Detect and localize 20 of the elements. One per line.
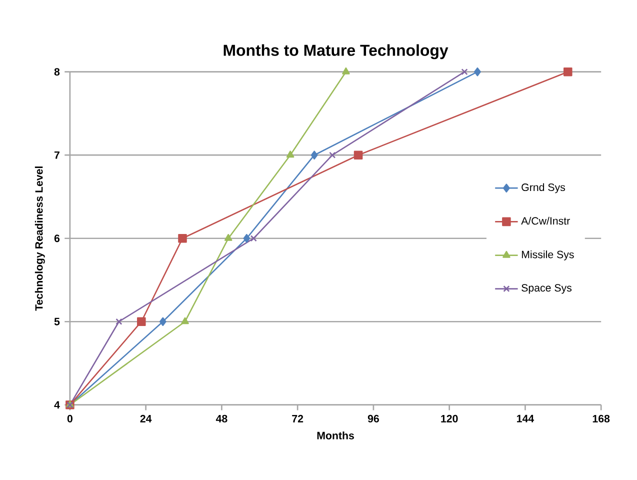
x-tick-label: 144 bbox=[517, 415, 534, 422]
x-axis-title: Months bbox=[317, 432, 354, 440]
x-tick-label: 48 bbox=[216, 415, 228, 423]
legend-label: Grnd Sys bbox=[522, 183, 566, 194]
y-tick-label: 5 bbox=[54, 318, 60, 326]
y-tick-label: 8 bbox=[54, 68, 60, 76]
y-tick-label: 4 bbox=[54, 401, 60, 409]
chart-title: Months to Mature Technology bbox=[224, 44, 448, 60]
x-tick-label: 0 bbox=[67, 415, 72, 423]
legend-label: Missile Sys bbox=[522, 250, 574, 260]
x-tick-label: 168 bbox=[592, 415, 610, 423]
y-tick-label: 7 bbox=[54, 152, 60, 159]
legend-label: A/Cw/Instr bbox=[521, 216, 570, 225]
x-tick-label: 96 bbox=[368, 415, 379, 423]
x-tick-label: 72 bbox=[292, 415, 304, 422]
y-tick-label: 6 bbox=[54, 234, 60, 242]
legend-label: Space Sys bbox=[522, 284, 572, 294]
y-axis-title: Technology Readiness Level bbox=[34, 166, 45, 311]
x-tick-label: 24 bbox=[140, 415, 152, 422]
x-tick-label: 120 bbox=[441, 415, 458, 423]
